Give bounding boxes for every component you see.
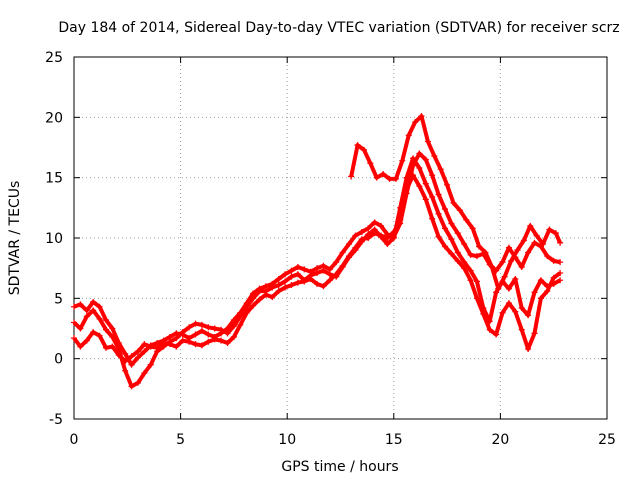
y-tick-label: 5 bbox=[54, 291, 63, 307]
series-trace bbox=[349, 114, 562, 291]
y-tick-label: 25 bbox=[45, 50, 63, 66]
x-tick-label: 15 bbox=[385, 432, 403, 448]
x-tick-label: 25 bbox=[598, 432, 616, 448]
x-tick-label: 20 bbox=[491, 432, 509, 448]
axis-ticks: 0 5 10 15 20 25 -5 0 5 10 15 20 25 bbox=[45, 50, 616, 448]
series-trace bbox=[73, 151, 561, 367]
x-tick-label: 0 bbox=[70, 432, 79, 448]
series-2 bbox=[71, 155, 564, 390]
series-trace bbox=[72, 156, 562, 389]
x-tick-label: 10 bbox=[278, 432, 296, 448]
series-3 bbox=[71, 172, 564, 365]
y-tick-label: 0 bbox=[54, 352, 63, 368]
y-tick-label: 10 bbox=[45, 231, 63, 247]
series-4 bbox=[348, 113, 564, 292]
series-trace bbox=[72, 173, 562, 364]
y-tick-label: 20 bbox=[45, 110, 63, 126]
x-axis-label: GPS time / hours bbox=[281, 459, 398, 475]
y-tick-label: 15 bbox=[45, 171, 63, 187]
chart-title: Day 184 of 2014, Sidereal Day-to-day VTE… bbox=[58, 20, 619, 36]
y-axis-label: SDTVAR / TECUs bbox=[7, 181, 23, 296]
data-points bbox=[71, 113, 564, 390]
x-tick-label: 5 bbox=[176, 432, 185, 448]
y-tick-label: -5 bbox=[49, 412, 63, 428]
